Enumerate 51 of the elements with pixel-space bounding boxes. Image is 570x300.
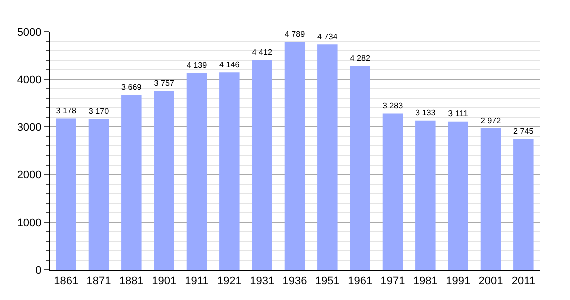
x-tick-label: 1881 — [119, 276, 144, 288]
x-tick-label: 2001 — [478, 276, 504, 288]
bar — [416, 120, 436, 270]
data-label: 4 282 — [350, 54, 371, 63]
data-label: 2 972 — [480, 116, 502, 126]
y-tick-label: 1000 — [17, 217, 42, 230]
y-tick-label: 5000 — [17, 26, 42, 39]
x-tick-label: 1901 — [152, 276, 177, 288]
data-label: 4 146 — [220, 60, 240, 70]
data-label: 3 111 — [448, 108, 469, 119]
data-label: 4 789 — [284, 30, 306, 39]
y-tick-label: 0 — [36, 264, 42, 277]
x-tick-label: 1971 — [380, 276, 406, 288]
x-tick-label: 1951 — [315, 276, 340, 288]
x-tick-label: 1911 — [185, 276, 209, 288]
data-label: 4 734 — [318, 32, 338, 42]
x-tick-label: 1931 — [250, 276, 275, 288]
data-label: 2 745 — [514, 127, 534, 136]
bar — [318, 44, 338, 270]
data-label: 3 757 — [154, 78, 175, 88]
bar — [350, 66, 370, 270]
bar — [514, 139, 534, 270]
data-label: 4 412 — [252, 48, 273, 57]
bar — [154, 91, 174, 270]
bar — [448, 122, 468, 270]
x-tick-label: 1921 — [217, 276, 242, 288]
x-tick-label: 1936 — [282, 276, 308, 288]
x-tick-label: 1871 — [86, 276, 112, 288]
bar — [252, 60, 272, 270]
bar — [56, 118, 76, 270]
bar — [284, 42, 306, 270]
bar — [480, 128, 502, 270]
x-tick-label: 2011 — [512, 276, 536, 288]
data-label: 3 178 — [56, 106, 77, 116]
bar — [382, 114, 404, 270]
y-tick-label: 2000 — [17, 170, 42, 182]
bar — [88, 119, 110, 270]
x-tick-label: 1981 — [413, 276, 438, 288]
data-label: 3 133 — [416, 108, 436, 118]
y-tick-label: 4000 — [17, 74, 42, 86]
x-tick-label: 1991 — [446, 276, 471, 288]
x-tick-label: 1861 — [54, 276, 79, 288]
data-label: 3 283 — [382, 102, 404, 111]
bar — [186, 72, 208, 270]
bar — [220, 72, 240, 270]
x-tick-label: 1961 — [348, 276, 373, 288]
data-label: 3 170 — [88, 106, 110, 116]
data-label: 3 669 — [122, 83, 142, 92]
y-tick-label: 3000 — [17, 122, 42, 134]
data-label: 4 139 — [186, 60, 208, 70]
bar — [122, 95, 142, 270]
